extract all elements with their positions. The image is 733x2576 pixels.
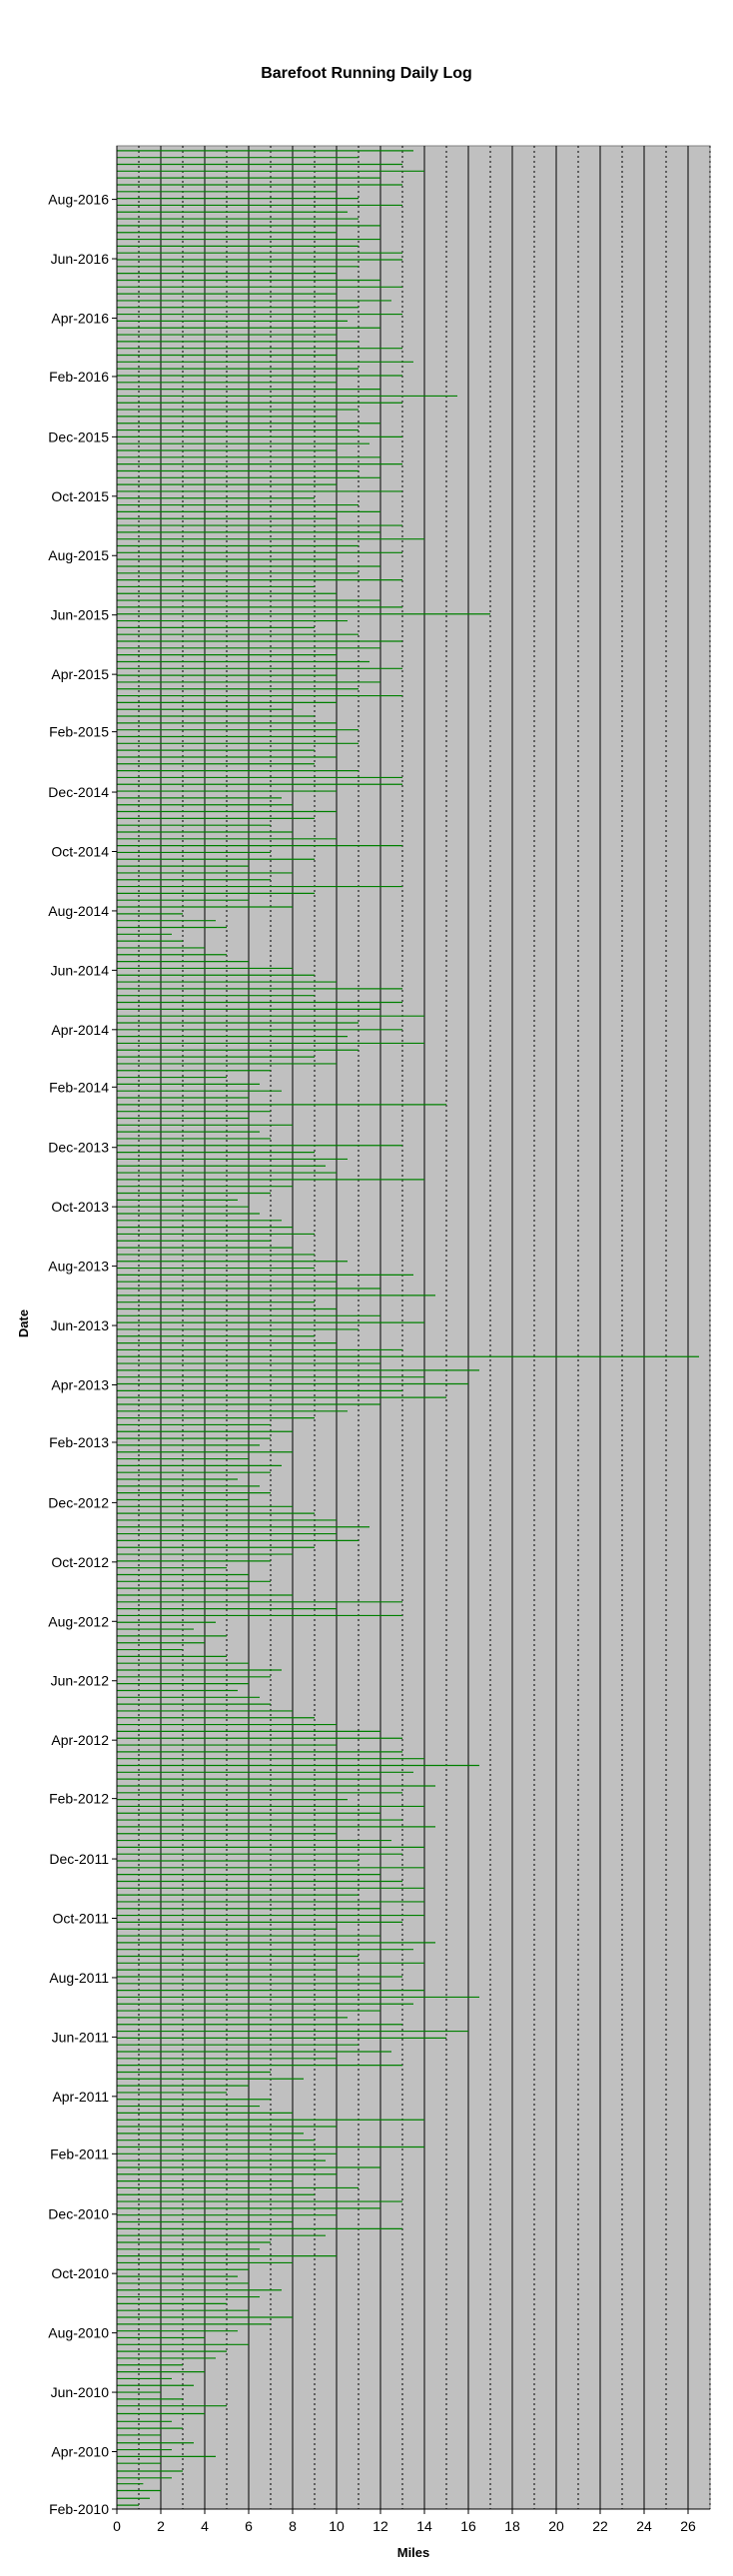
y-tick-label: Oct-2013 [51,1199,109,1215]
y-tick-label: Feb-2014 [49,1079,109,1095]
x-tick-label: 24 [636,2518,652,2534]
y-tick-label: Aug-2013 [48,1259,109,1275]
chart-title: Barefoot Running Daily Log [261,65,472,82]
y-tick-label: Oct-2015 [51,488,109,504]
y-tick-label: Aug-2016 [48,192,109,208]
x-tick-label: 10 [329,2518,345,2534]
x-axis-label: Miles [397,2545,430,2560]
y-tick-label: Jun-2011 [52,2029,110,2045]
y-tick-label: Jun-2012 [51,1673,110,1689]
y-tick-label: Jun-2010 [51,2384,110,2400]
x-tick-label: 8 [289,2518,297,2534]
y-tick-label: Oct-2014 [51,843,109,859]
y-tick-label: Apr-2013 [51,1376,109,1392]
y-tick-label: Feb-2011 [50,2146,109,2161]
y-tick-label: Dec-2011 [49,1851,109,1867]
plot-background [116,145,711,2510]
x-tick-label: 12 [372,2518,388,2534]
x-tick-label: 16 [460,2518,476,2534]
y-tick-label: Feb-2010 [49,2501,109,2517]
y-axis-label: Date [16,1309,31,1337]
plot-area: 0 2 4 6 8 10 12 14 16 18 20 22 24 26Feb-2010Apr-2010J… [48,145,711,2534]
y-tick-label: Feb-2015 [49,724,109,740]
y-tick-label: Jun-2013 [51,1317,110,1333]
y-tick-label: Dec-2014 [48,784,109,800]
x-tick-label: 2 [157,2518,165,2534]
y-tick-label: Apr-2016 [51,310,109,326]
y-tick-label: Jun-2014 [51,962,110,978]
y-tick-label: Dec-2013 [48,1140,109,1156]
x-tick-label: 18 [504,2518,520,2534]
y-tick-label: Oct-2012 [51,1554,109,1570]
x-tick-label: 0 [113,2518,121,2534]
y-tick-label: Oct-2011 [52,1911,109,1927]
y-tick-label: Aug-2011 [49,1970,109,1986]
y-tick-label: Dec-2012 [48,1494,109,1510]
y-tick-label: Feb-2016 [49,369,109,385]
y-tick-label: Apr-2012 [51,1732,109,1748]
y-tick-label: Aug-2015 [48,547,109,563]
x-tick-label: 22 [592,2518,608,2534]
y-tick-label: Apr-2010 [51,2444,109,2460]
y-tick-label: Aug-2010 [48,2325,109,2341]
x-tick-label: 6 [245,2518,253,2534]
y-tick-label: Aug-2012 [48,1613,109,1629]
y-tick-label: Dec-2010 [48,2206,109,2222]
y-tick-label: Dec-2015 [48,429,109,444]
y-tick-label: Apr-2015 [51,666,109,682]
x-tick-label: 4 [201,2518,209,2534]
y-tick-label: Feb-2013 [49,1434,109,1450]
y-tick-label: Jun-2016 [51,251,110,267]
y-tick-label: Apr-2014 [51,1022,109,1038]
x-tick-label: 20 [548,2518,564,2534]
y-tick-label: Apr-2011 [52,2089,109,2105]
y-tick-label: Jun-2015 [51,607,110,623]
y-tick-label: Oct-2010 [51,2265,109,2281]
x-tick-label: 26 [680,2518,696,2534]
y-tick-label: Feb-2012 [49,1791,109,1807]
y-tick-label: Aug-2014 [48,903,109,919]
x-tick-label: 14 [416,2518,432,2534]
